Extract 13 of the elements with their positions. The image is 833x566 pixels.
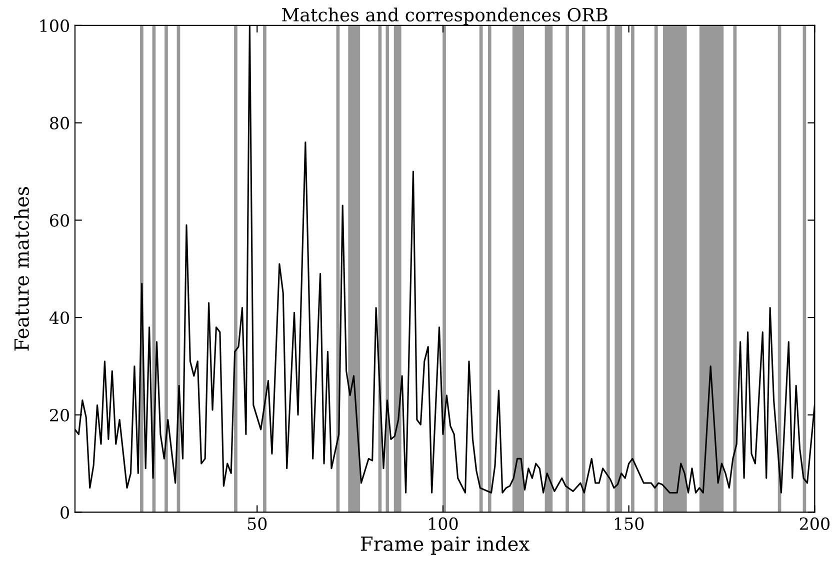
y-tick-label: 0: [60, 506, 69, 519]
x-tick-label: 150: [614, 517, 644, 530]
x-axis-title: Frame pair index: [360, 536, 530, 555]
chart-title: Matches and correspondences ORB: [282, 8, 608, 26]
y-tick-label: 100: [40, 19, 69, 32]
x-tick-label: 50: [248, 517, 267, 530]
y-tick-label: 20: [50, 408, 69, 422]
y-tick-label: 60: [50, 214, 69, 227]
y-tick-label: 40: [49, 311, 69, 324]
x-tick-label: 100: [429, 517, 458, 530]
y-tick-label: 80: [50, 116, 69, 130]
x-tick-label: 200: [800, 517, 830, 530]
y-axis-title: Feature matches: [14, 187, 29, 351]
